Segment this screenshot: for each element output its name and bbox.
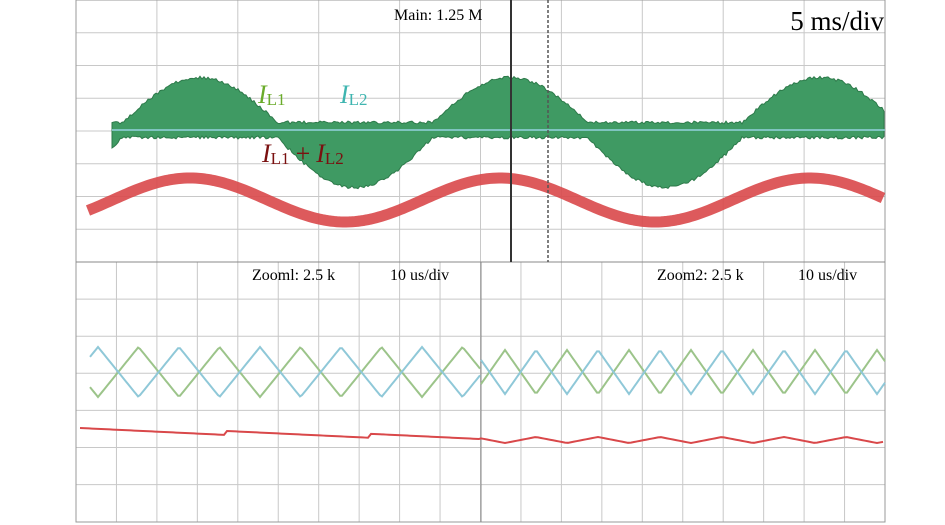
waveforms [80, 76, 885, 443]
subscript: L1 [267, 90, 286, 109]
il2-label: IL2 [339, 80, 368, 109]
subscript: L2 [325, 149, 344, 168]
timebase: 5 ms/div [790, 6, 884, 36]
zoom1-timebase: 10 us/div [390, 267, 449, 284]
subscript: L1 [271, 149, 290, 168]
operator: + [296, 139, 311, 168]
main-label: Main: 1.25 M [394, 7, 482, 24]
subscript: L2 [349, 90, 368, 109]
zoom1-label: Zooml: 2.5 k [252, 267, 335, 284]
sum-trace [88, 178, 883, 222]
il1-label: IL1 [257, 80, 286, 109]
scope-screen: Main: 1.25 M 5 ms/div IL1 IL2 IL1 + IL2 Zo… [0, 0, 945, 525]
zoom2-label: Zoom2: 2.5 k [657, 267, 744, 284]
il1-zoom [90, 348, 480, 397]
zoom2-timebase: 10 us/div [798, 267, 857, 284]
il-envelope [112, 76, 884, 188]
il2-zoom [90, 347, 480, 396]
